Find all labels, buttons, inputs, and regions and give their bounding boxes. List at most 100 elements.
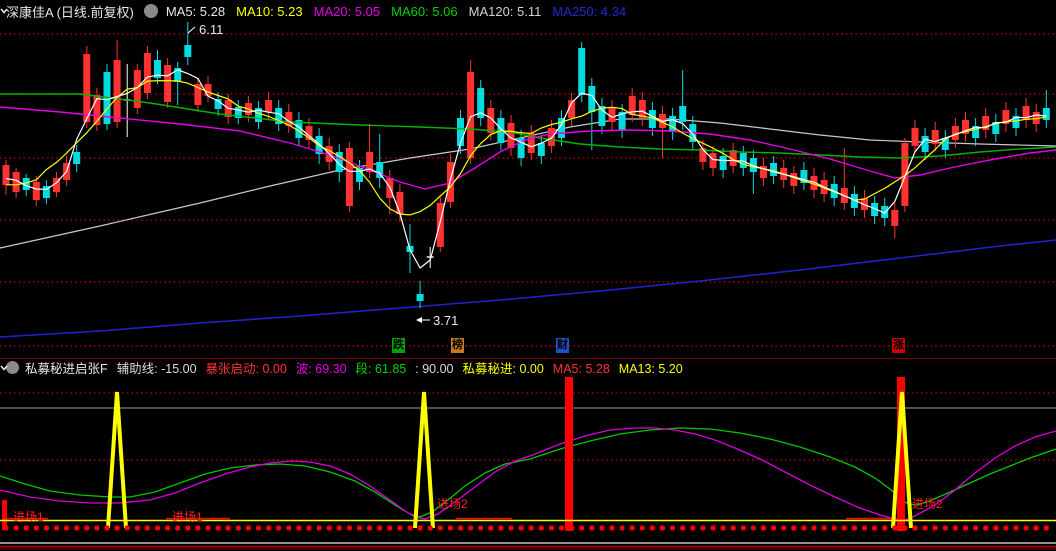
candle-body — [992, 122, 1000, 134]
candle-body — [255, 108, 262, 122]
red-dot — [114, 525, 120, 531]
red-dot — [528, 525, 534, 531]
candle-body — [53, 178, 60, 192]
red-dot — [306, 525, 312, 531]
red-dot — [245, 525, 251, 531]
red-dot — [508, 525, 514, 531]
red-dot — [649, 525, 655, 531]
red-dot — [195, 525, 201, 531]
candle-body — [32, 182, 40, 200]
red-dot — [609, 525, 615, 531]
red-dot — [437, 525, 443, 531]
candle-body — [517, 138, 525, 158]
red-dot — [730, 525, 736, 531]
red-dot — [629, 525, 635, 531]
red-dot — [589, 525, 595, 531]
red-dot — [336, 525, 342, 531]
red-dot — [124, 525, 130, 531]
red-dot — [377, 525, 383, 531]
red-dot — [872, 525, 878, 531]
low-arrow — [416, 317, 422, 323]
candle-body — [982, 116, 990, 130]
high-pointer — [187, 26, 196, 34]
candle-body — [396, 192, 404, 214]
candle-body — [861, 198, 868, 210]
indicator-chart[interactable]: 进场1 进场1 进场2 进场2 — [0, 376, 1056, 551]
indicator-header: 私募秘进启张F 辅助线: -15.00 暴张启动: 0.00 波: 69.30 段: … — [0, 358, 1056, 376]
red-dot — [720, 525, 726, 531]
red-dot — [286, 525, 292, 531]
red-dot — [811, 525, 817, 531]
red-dot — [740, 525, 746, 531]
indicator-readout-5: 私募秘进: 0.00 — [462, 362, 544, 376]
red-dot — [74, 525, 80, 531]
candle-body — [204, 84, 212, 96]
chevron-down-icon[interactable] — [0, 361, 19, 374]
entry-marker-label: 进场2 — [437, 497, 468, 511]
low-price-label: 3.71 — [433, 313, 458, 328]
red-dot — [963, 525, 968, 531]
red-dot — [256, 525, 261, 531]
indicator-readout-4: : 90.00 — [415, 362, 454, 376]
indicator-readout-0: 辅助线: -15.00 — [116, 362, 197, 376]
candle-body — [588, 86, 596, 112]
event-chip: 财 — [556, 338, 569, 353]
red-dot — [619, 525, 625, 531]
red-dot — [710, 525, 716, 531]
event-chip: 跌 — [392, 338, 405, 353]
red-left-stub — [2, 500, 7, 530]
event-chip: 涨 — [892, 338, 905, 353]
candle-body — [194, 84, 202, 105]
red-dot — [548, 525, 554, 531]
red-dot — [902, 525, 908, 531]
ma10-line — [5, 80, 1047, 216]
red-dot — [134, 525, 140, 531]
red-dot — [1013, 525, 1019, 531]
candle-body — [568, 100, 576, 118]
red-dot — [559, 525, 564, 531]
candle-body — [366, 152, 374, 172]
red-dot — [225, 525, 231, 531]
candle-body — [93, 95, 101, 125]
red-dot — [326, 525, 332, 531]
candle-body — [578, 48, 586, 95]
candle-body — [285, 112, 293, 126]
candle-body — [265, 100, 273, 112]
red-dot — [205, 525, 211, 531]
candle-body — [507, 123, 515, 148]
candle-body — [184, 45, 192, 57]
red-dot — [215, 525, 221, 531]
candle-body — [800, 170, 808, 183]
candle-body — [73, 152, 81, 164]
candle-body — [305, 126, 313, 140]
candle-body — [1012, 116, 1020, 128]
indicator-readout-2: 波: 69.30 — [295, 362, 347, 376]
red-dot — [94, 525, 100, 531]
red-dot — [518, 525, 524, 531]
red-dot — [851, 525, 857, 531]
event-chip: 榜 — [451, 338, 464, 353]
candle-body — [871, 203, 879, 216]
yellow-signal-spike — [106, 391, 128, 529]
candle-body — [719, 156, 727, 170]
candle-body — [345, 148, 353, 206]
red-dot — [478, 525, 484, 531]
candle-body — [376, 162, 384, 178]
red-dot — [639, 525, 645, 531]
candle-body — [669, 116, 677, 132]
candle-body — [275, 108, 283, 124]
red-dot — [3, 525, 9, 531]
main-chart-header: 深康佳A (日线.前复权) MA5: 5.28 MA10: 5.23 MA20: 5… — [0, 0, 1056, 22]
candle-body — [83, 54, 91, 122]
red-dot — [13, 525, 19, 531]
red-dot — [498, 525, 504, 531]
main-price-chart[interactable]: 6.11 3.71 — [0, 22, 1056, 358]
red-dot — [407, 525, 413, 531]
candle-body — [901, 143, 909, 206]
red-dot — [579, 525, 585, 531]
candle-body — [618, 112, 626, 130]
chevron-down-icon[interactable] — [0, 4, 158, 18]
red-dot — [1023, 525, 1029, 531]
red-dot — [973, 525, 979, 531]
ma-readout-3: MA60: 5.06 — [391, 3, 458, 19]
